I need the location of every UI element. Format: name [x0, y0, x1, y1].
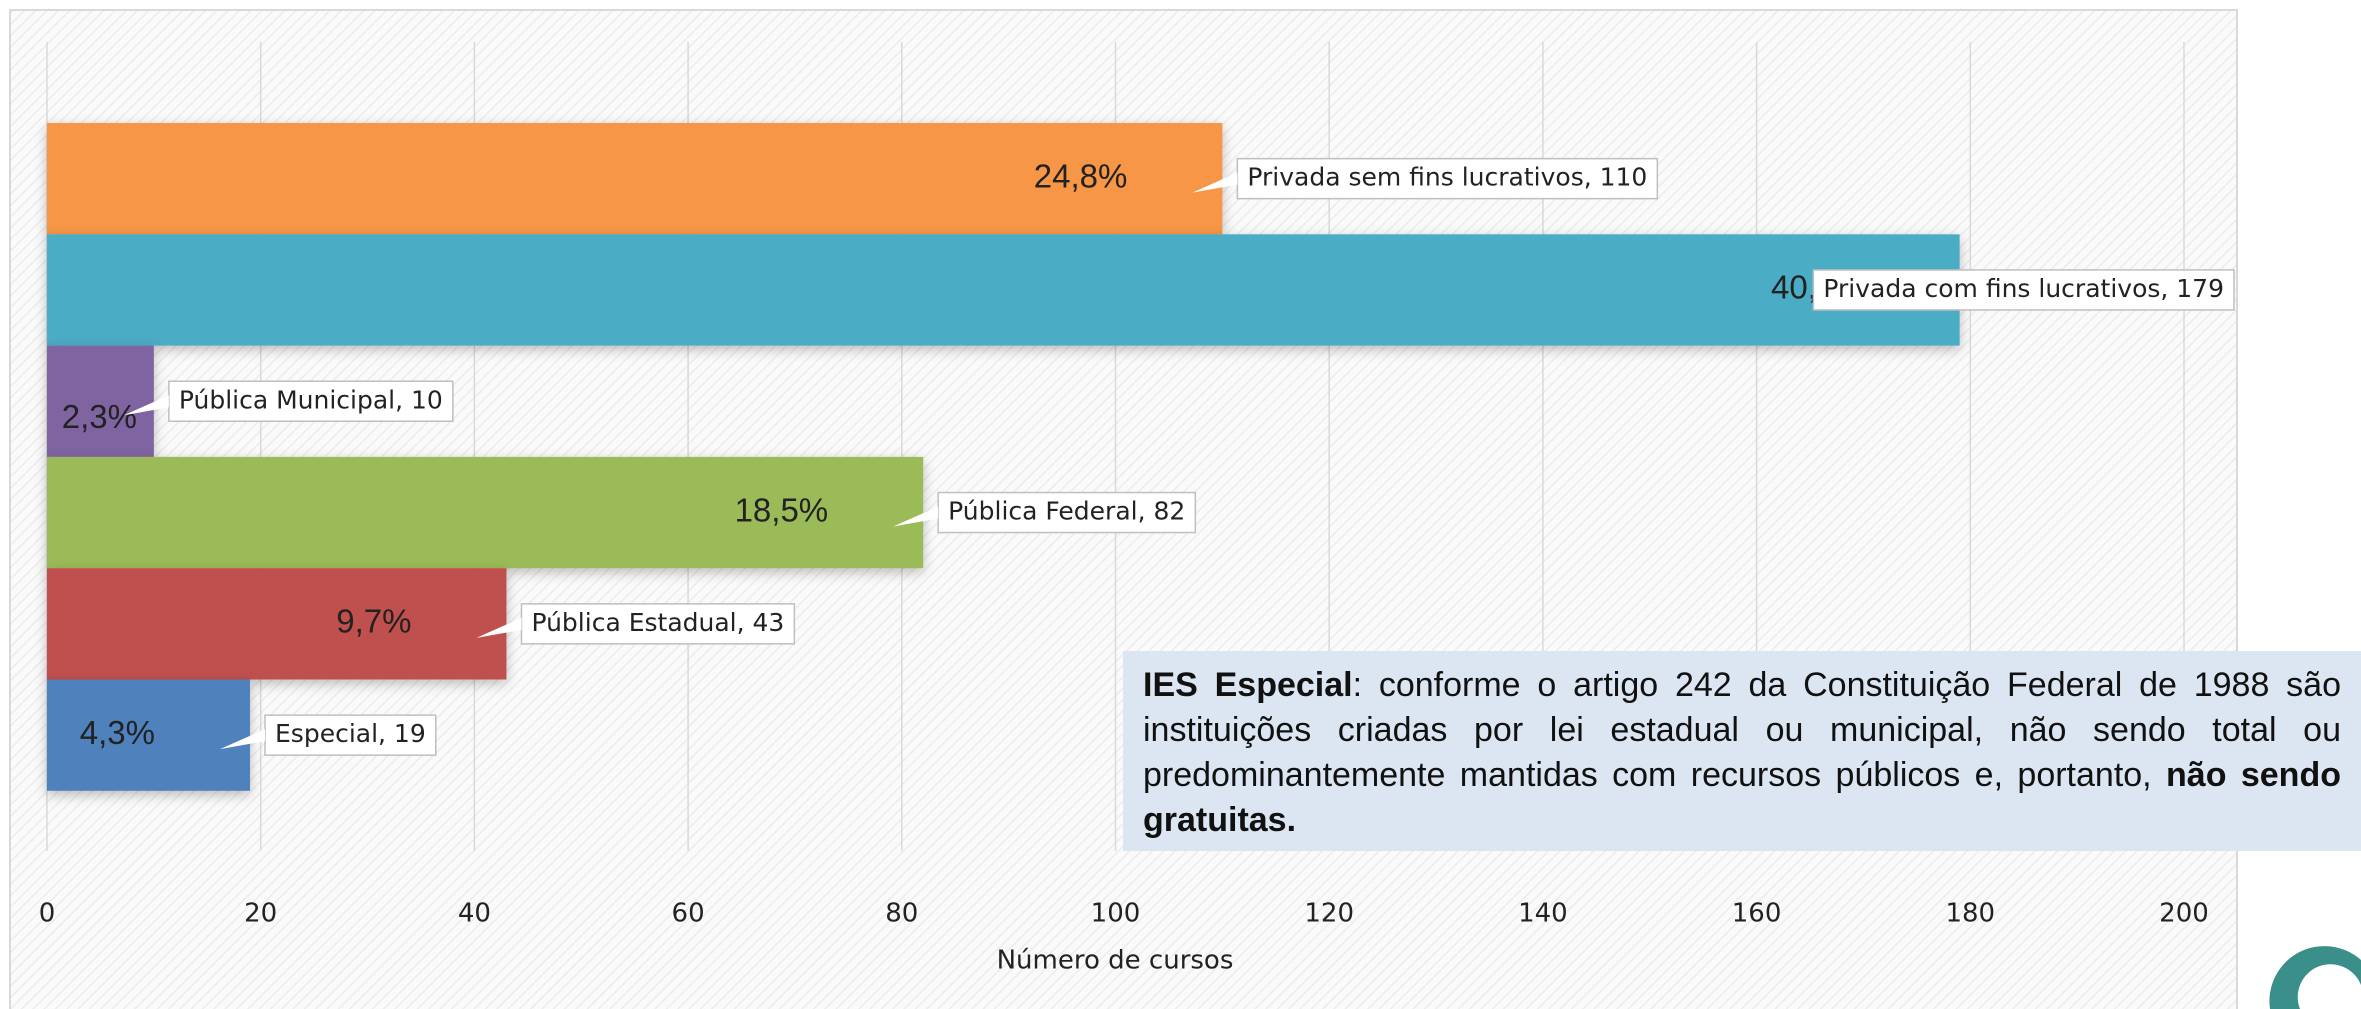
- callout: Especial, 19: [220, 714, 437, 756]
- callout-label: Pública Federal, 82: [948, 497, 1185, 526]
- callout-box: [264, 714, 437, 756]
- bar: [47, 456, 924, 569]
- callout-box: [168, 380, 454, 422]
- callout: Privada sem fins lucrativos, 110: [1192, 157, 1659, 200]
- x-tick-label: 20: [244, 899, 277, 929]
- bars: [47, 123, 1960, 791]
- logo: [2269, 946, 2361, 1009]
- x-tick-label: 0: [39, 899, 56, 929]
- callout: Pública Municipal, 10: [123, 380, 454, 422]
- x-tick-label: 120: [1304, 899, 1354, 929]
- note-text: não sendo gratuitas.: [1143, 756, 2341, 839]
- note-box: IES Especial: conforme o artigo 242 da C…: [1123, 651, 2361, 851]
- x-tick-label: 140: [1518, 899, 1568, 929]
- labels: 24,8%Privada sem fins lucrativos, 11040,…: [62, 157, 2235, 756]
- callout-label: Privada com fins lucrativos, 179: [1823, 274, 2224, 303]
- share-label: 24,8%: [1034, 157, 1128, 194]
- share-label: 9,7%: [336, 603, 411, 640]
- callout-pointer: [893, 506, 939, 527]
- bar: [47, 123, 1223, 235]
- x-tick-label: 80: [885, 899, 918, 929]
- bar: [47, 234, 1960, 346]
- callout-box: [520, 603, 796, 645]
- callout: Pública Estadual, 43: [476, 603, 796, 645]
- x-tick-label: 160: [1732, 899, 1782, 929]
- bar: [47, 568, 507, 680]
- callout: Pública Federal, 82: [893, 491, 1197, 534]
- callout-label: Privada sem fins lucrativos, 110: [1247, 163, 1647, 192]
- x-tick-label: 200: [2159, 899, 2209, 929]
- note-text: : conforme o artigo 242 da Constituição …: [1143, 666, 2341, 794]
- bar: [47, 345, 154, 457]
- bar: [47, 679, 251, 791]
- x-tick-label: 40: [458, 899, 491, 929]
- callout-box: [1812, 269, 2235, 311]
- callout-label: Pública Municipal, 10: [179, 385, 443, 414]
- x-tick-label: 180: [1945, 899, 1995, 929]
- callout-label: Especial, 19: [275, 719, 426, 748]
- share-label: 18,5%: [735, 491, 829, 528]
- callout-label: Pública Estadual, 43: [531, 608, 784, 637]
- share-label: 4,3%: [80, 714, 155, 751]
- callout-pointer: [1192, 172, 1238, 193]
- callout-pointer: [220, 729, 266, 750]
- x-tick-label: 100: [1091, 899, 1141, 929]
- callout-box: [937, 491, 1197, 534]
- callout: Privada com fins lucrativos, 179: [1812, 269, 2235, 311]
- callout-pointer: [123, 395, 169, 416]
- callout-pointer: [476, 617, 522, 638]
- note-text: IES Especial: [1143, 666, 1353, 704]
- x-tick-label: 60: [672, 899, 705, 929]
- x-axis-title: Número de cursos: [997, 946, 1234, 976]
- callout-box: [1236, 157, 1659, 200]
- share-label: 2,3%: [62, 398, 137, 435]
